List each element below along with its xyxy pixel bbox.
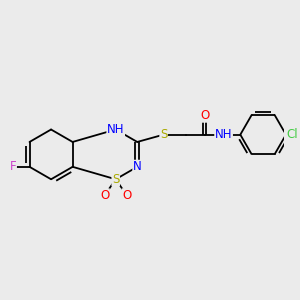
Text: F: F: [10, 160, 16, 173]
Text: NH: NH: [107, 123, 124, 136]
Text: O: O: [122, 189, 131, 202]
Text: S: S: [112, 173, 119, 186]
Text: O: O: [200, 109, 209, 122]
Text: S: S: [160, 128, 167, 141]
Text: NH: NH: [215, 128, 232, 141]
Text: N: N: [133, 160, 142, 173]
Text: O: O: [100, 189, 109, 202]
Text: Cl: Cl: [286, 128, 298, 141]
